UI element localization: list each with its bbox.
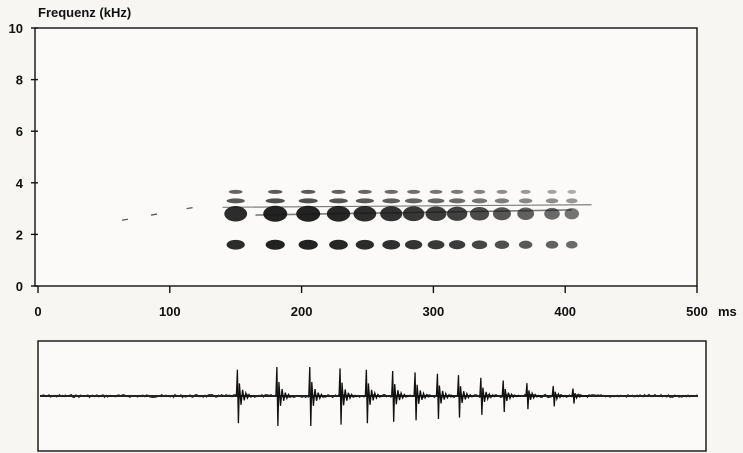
spectrogram-pulse-low [404,240,423,250]
spectrogram-pulse-top [496,189,508,194]
spectrogram-pulse-low [298,239,318,250]
oscillogram-pulse [525,383,544,410]
y-tick-label: 2 [16,227,23,242]
spectrogram-pulse-low [545,240,559,249]
spectrogram-pulse-top [473,189,486,194]
spectrogram-pulse-main [402,206,425,222]
spectrogram-pulse-main [446,206,468,221]
spectrogram-pulse-top [268,189,283,194]
spectrogram-pulse-main [296,205,321,222]
oscillogram-pulse [391,371,409,422]
oscillogram-pulse [308,366,327,427]
y-axis-label: Frequenz (kHz) [38,5,131,20]
oscillogram-pulse [413,372,432,421]
spectrogram-pulse-upper [545,198,559,204]
spectrogram-pulse-top [228,189,243,194]
x-axis-ticks: 0 100 200 300 400 500 [34,286,708,319]
spectrogram-pulse-main [564,208,579,220]
spectrogram-pulse-upper [355,198,374,204]
spectrogram-pulse-top [547,189,557,194]
spectrogram-pulse-low [494,240,510,249]
spectrogram-pulse-upper [404,198,423,204]
spectrogram-pulse-upper [427,198,445,204]
spectrogram-pulse-top [429,189,443,194]
x-tick-label: 500 [686,304,708,319]
spectrogram-pulse-upper [382,198,401,204]
oscillogram-pulse [275,366,294,427]
spectrogram-pulse-upper [518,198,533,204]
spectrogram-pulse-upper [298,198,318,204]
spectrogram-pulse-upper [494,198,510,204]
y-tick-label: 4 [16,176,24,191]
spectrogram-pulse-top [567,189,577,194]
spectrogram-pulse-main [544,207,560,220]
oscillogram-pulse [479,377,498,415]
oscillogram-pulse [338,368,357,425]
oscillogram-panel [37,340,707,452]
spectrogram-pulse-low [329,239,348,250]
spectrogram-pulse-top [407,189,421,194]
spectrogram-pulse-top [331,189,346,194]
spectrogram-pulse-main [380,206,403,222]
spectrogram-pulse-main [469,206,490,221]
spectrogram-pulse-main [326,205,351,222]
spectrogram-pulse-top [300,189,316,194]
spectrogram-pulse-main [517,207,535,220]
spectrogram-pulse-main [492,207,511,221]
x-tick-label: 200 [291,304,313,319]
spectrogram-pulse-upper [566,198,578,204]
oscillogram-pulse [501,380,520,413]
y-tick-label: 6 [16,124,23,139]
harmonic-streak [222,204,592,208]
spectrogram-pulse-upper [226,198,245,204]
x-tick-label: 400 [554,304,576,319]
oscillogram-marks [39,366,698,427]
spectrogram-pulse-low [518,240,533,249]
spectrogram-pulse-top [384,189,398,194]
spectrogram-pulse-main [425,206,447,222]
x-tick-label: 0 [34,304,41,319]
spectrogram-pulse-top [451,189,464,194]
spectrogram-pulse-top [358,189,372,194]
spectrogram-onset-mark [121,218,129,221]
spectrogram-pulse-low [265,239,285,250]
spectrogram-pulse-low [226,239,245,250]
spectrogram-pulse-low [355,239,374,250]
oscillogram-pulse [456,375,475,418]
spectrogram-onset-mark [186,206,193,210]
y-axis-ticks: 0 2 4 6 8 10 [9,21,38,294]
x-tick-label: 300 [423,304,445,319]
spectrogram-pulse-upper [329,198,348,204]
x-tick-label: 100 [159,304,181,319]
spectrogram-onset-mark [150,213,158,216]
spectrogram-pulse-low [382,239,401,250]
spectrogram-pulse-upper [448,198,466,204]
spectrogram-pulse-top [520,189,531,194]
y-tick-label: 10 [9,21,23,36]
spectrogram-pulse-main [353,206,377,222]
spectrogram-pulse-low [427,240,445,250]
oscillogram-pulse [235,369,254,424]
y-tick-label: 8 [16,73,23,88]
oscillogram-pulse [435,373,454,420]
spectrogram-pulse-main [224,206,248,222]
spectrogram-pulse-main [263,205,288,222]
y-tick-label: 0 [16,279,23,294]
x-axis-unit: ms [718,304,737,319]
oscillogram-pulse [571,388,590,404]
spectrogram-marks [121,189,592,250]
spectrogram-pulse-low [471,240,488,250]
spectrogram-pulse-low [448,240,466,250]
spectrogram-pulse-upper [265,198,285,204]
spectrogram-pulse-upper [471,198,488,204]
oscillogram-pulse [364,369,383,424]
oscillogram-pulse [551,385,570,407]
spectrogram-pulse-low [566,240,578,249]
